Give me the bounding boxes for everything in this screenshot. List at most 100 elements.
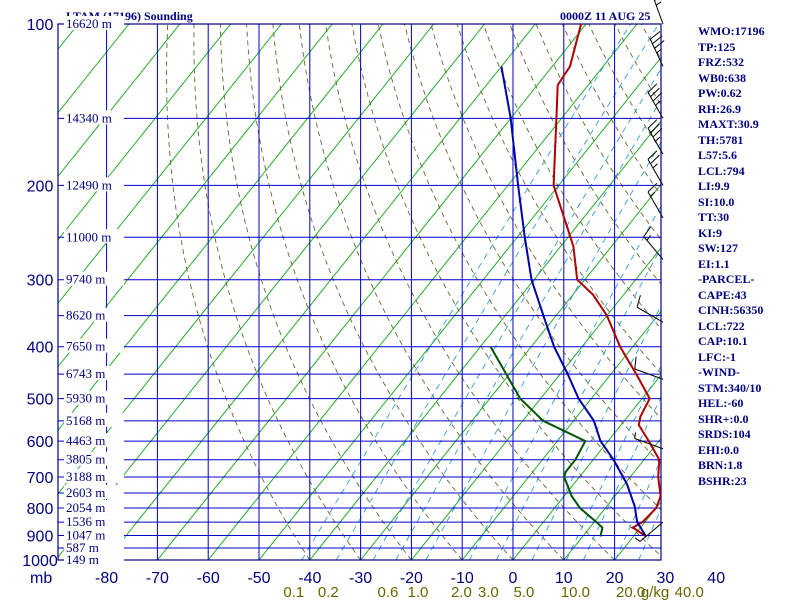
- index-value: SI:10.0: [698, 194, 735, 209]
- index-value: -WIND-: [698, 365, 740, 379]
- temperature-tick-label: 30: [657, 570, 675, 587]
- dry-adiabat: [166, 24, 311, 560]
- indices-panel: WMO:17196 TP:125 FRZ:532 WB0:638 PW:0.62 RH:2…: [698, 24, 798, 489]
- wind-barb-feather: [652, 92, 663, 102]
- mixing-ratio-unit: g/kg: [641, 584, 669, 600]
- index-value: LCL:722: [698, 318, 745, 333]
- isotherm-line: [411, 247, 661, 560]
- height-label: 587 m: [66, 540, 99, 555]
- temperature-tick-label: -60: [197, 570, 220, 587]
- isotherm-line: [58, 24, 384, 432]
- temperature-tick-label: -30: [349, 570, 372, 587]
- mixing-ratio-line: [395, 99, 661, 560]
- height-label-bg: [64, 177, 124, 192]
- isotherm-line: [309, 120, 661, 560]
- wind-barb-feather: [634, 356, 637, 370]
- plot-frame: [57, 23, 662, 561]
- grid: [57, 23, 662, 561]
- wind-barb-half-feather: [650, 191, 656, 197]
- height-label: 7650 m: [66, 339, 105, 354]
- temperature-tick-label: -80: [95, 570, 118, 587]
- sounding-lines: [489, 24, 661, 538]
- temperature-line: [552, 24, 661, 538]
- wind-barb-staff: [639, 521, 664, 542]
- index-value: LI:9.9: [698, 179, 730, 193]
- height-label: 3188 m: [66, 469, 105, 484]
- temperature-tick-label: -40: [298, 570, 321, 587]
- wind-barb-feather: [647, 119, 658, 129]
- isotherm-line: [58, 24, 485, 559]
- isotherm-line: [207, 24, 638, 560]
- pressure-tick-label: 200: [27, 178, 54, 195]
- pressure-tick-label: 500: [27, 392, 54, 409]
- index-value: WB0:638: [698, 70, 746, 85]
- index-value: SHR+:0.0: [698, 411, 749, 426]
- mixing-ratio-label: 1.0: [408, 584, 429, 600]
- wind-barb-feather: [647, 83, 658, 93]
- index-value: PW:0.62: [698, 86, 742, 100]
- wind-barb: [647, 182, 664, 219]
- mixing-ratio-line: [335, 24, 659, 560]
- wind-barb-staff: [636, 306, 664, 323]
- wind-barbs: [634, 0, 665, 542]
- height-label-bg: [64, 552, 124, 566]
- wind-barb: [647, 150, 664, 186]
- mixing-ratio-label: 10.0: [561, 584, 590, 600]
- height-label-bg: [64, 307, 124, 322]
- index-value: HEL:-60: [698, 396, 744, 410]
- sounding-time: 0000Z 11 AUG 25: [560, 9, 651, 23]
- dry-adiabat: [246, 24, 463, 560]
- height-labels: 16620 m 14340 m 12490 m 11000 m 9740 m 8620 m…: [64, 16, 124, 567]
- pressure-tick-label: 100: [27, 17, 54, 34]
- height-label-bg: [64, 16, 124, 30]
- index-value: BSHR:23: [698, 473, 747, 488]
- isotherm-line: [157, 24, 587, 560]
- height-label-bg: [64, 451, 124, 466]
- height-label: 149 m: [66, 552, 99, 567]
- pressure-tick-label: 300: [27, 273, 54, 290]
- height-label-bg: [64, 229, 124, 244]
- wind-barb-half-feather: [652, 163, 658, 169]
- isotherm-line: [0, 24, 27, 560]
- height-label: 6743 m: [66, 366, 105, 381]
- temperature-tick-label: 20: [606, 570, 624, 587]
- temperature-tick-label: 40: [707, 570, 725, 587]
- wind-barb-staff: [634, 437, 664, 450]
- index-value: LCL:794: [698, 163, 745, 178]
- index-value: LFC:-1: [698, 349, 736, 364]
- mixing-ratio-label: 0.2: [318, 584, 339, 600]
- index-value: CINH:56350: [698, 303, 764, 317]
- height-label-bg: [64, 468, 124, 483]
- index-value: WMO:17196: [698, 24, 765, 38]
- height-label-bg: [64, 500, 124, 515]
- index-value: TH:5781: [698, 132, 744, 147]
- mixing-ratio-label: 5.0: [513, 584, 534, 600]
- wind-barb-half-feather: [634, 432, 636, 439]
- isotherm-line: [563, 437, 661, 560]
- wind-barb-feather: [647, 150, 658, 160]
- wind-barb-feather: [652, 127, 663, 138]
- mixing-ratio-line: [301, 24, 631, 560]
- height-label: 4463 m: [66, 433, 105, 448]
- index-value: -PARCEL-: [698, 272, 755, 286]
- wind-barb-feather: [650, 123, 660, 133]
- height-label-bg: [64, 271, 124, 286]
- height-label: 1536 m: [66, 514, 105, 529]
- wind-barb-feather: [654, 0, 657, 1]
- pressure-tick-label: 700: [27, 470, 54, 487]
- temperature-tick-label: 0: [509, 570, 518, 587]
- temperature-tick-label: 10: [555, 570, 573, 587]
- height-label-bg: [64, 514, 124, 529]
- isotherm-line: [58, 24, 333, 368]
- wind-barb-half-feather: [655, 1, 662, 6]
- isotherm-line: [258, 56, 661, 560]
- index-value: EHI:0.0: [698, 442, 740, 457]
- index-value: TT:30: [698, 210, 730, 224]
- temperature-tick-label: -70: [146, 570, 169, 587]
- height-label-bg: [64, 433, 124, 448]
- height-label: 8620 m: [66, 308, 105, 323]
- mixing-ratio-label: 40.0: [675, 584, 704, 600]
- pressure-tick-label: 400: [27, 340, 54, 357]
